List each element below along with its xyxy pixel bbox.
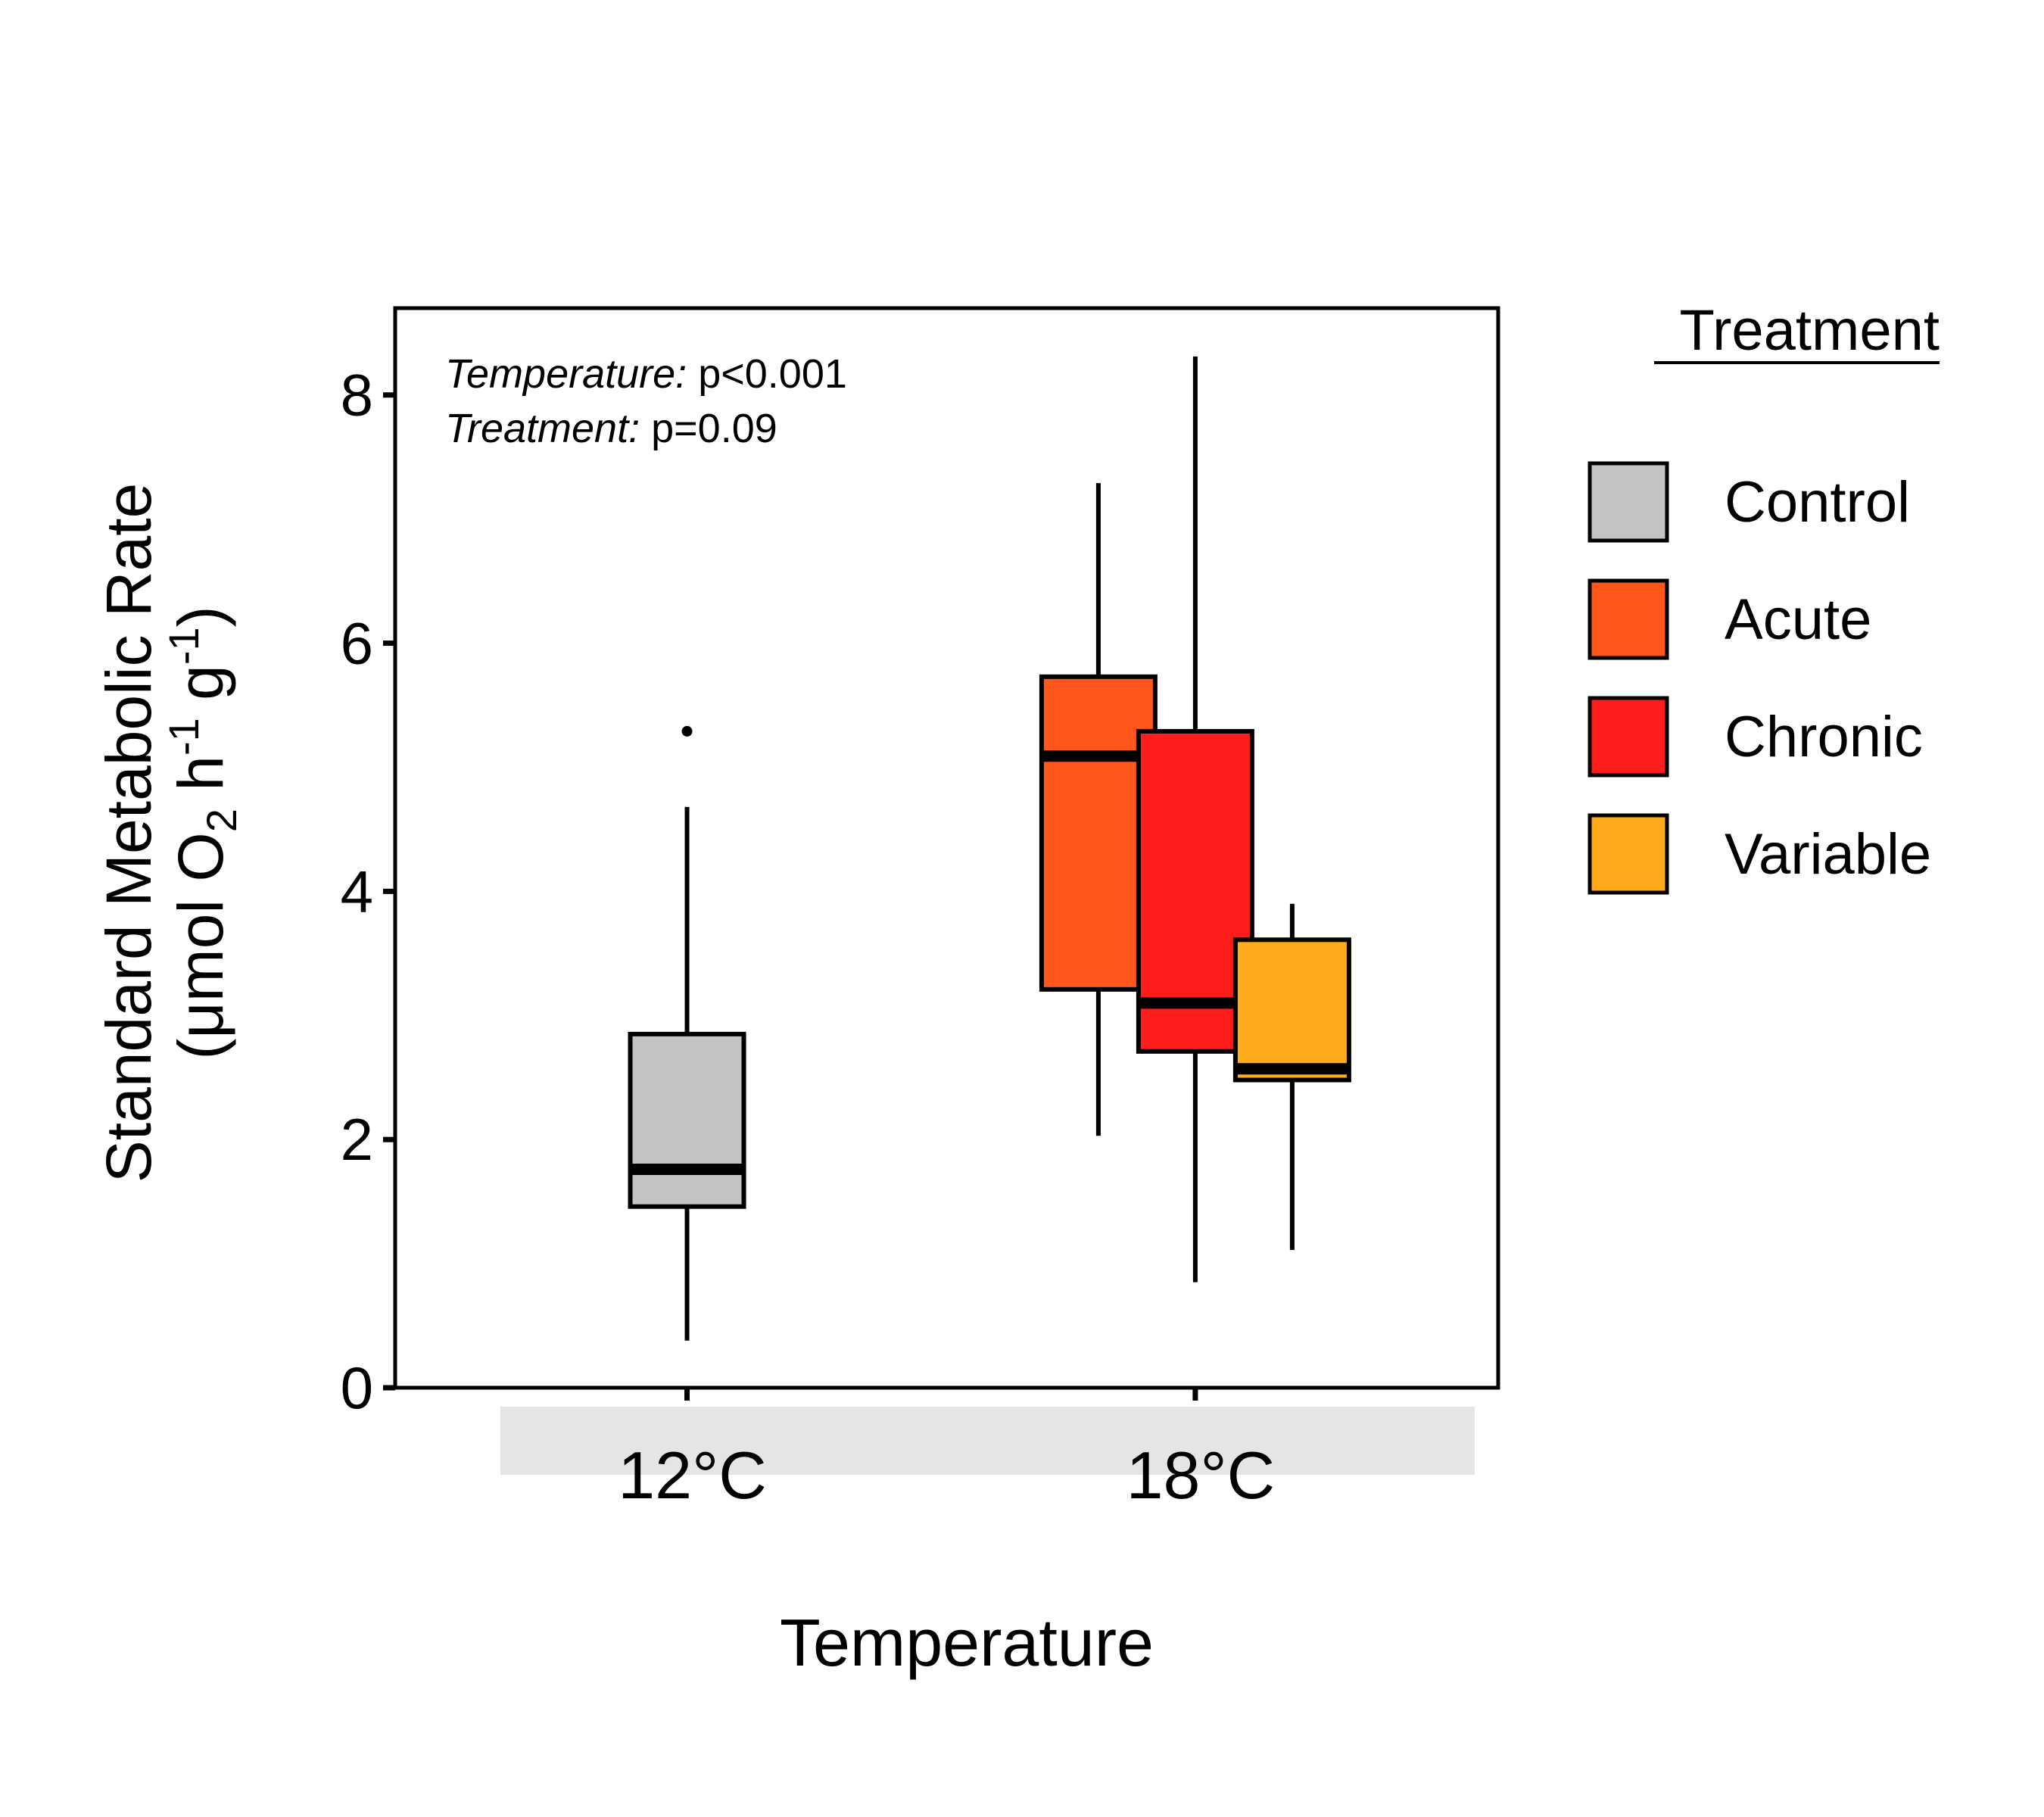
legend-label-chronic: Chronic [1725,705,1923,769]
annotation-temperature: Temperature: p<0.001 [445,351,847,397]
annotation-treatment: Treatment: p=0.09 [445,406,777,451]
y-tick-label: 8 [341,362,373,429]
x-tick-label: 18°C [1126,1438,1276,1513]
box-control [628,1031,746,1209]
legend-swatch-control [1588,461,1669,543]
legend-label-control: Control [1725,470,1910,535]
x-axis-label: Temperature [780,1605,1154,1680]
outlier-point-control [681,725,693,737]
y-tick-label: 6 [341,610,373,677]
y-axis-label-line2: (μmol O2 h-1 g-1) [160,606,245,1059]
legend-items: Control Acute Chronic Variable [1588,461,1931,895]
legend: Treatment Control Acute Chronic Variable [1588,298,1940,895]
x-tick-label: 12°C [618,1438,767,1513]
legend-swatch-variable [1588,813,1669,895]
axes: 0 2 4 6 8 12°C 18°C [341,362,1276,1513]
box-variable [1232,937,1351,1083]
legend-swatch-chronic [1588,696,1669,778]
legend-title: Treatment [1679,298,1940,363]
y-tick-label: 0 [341,1354,373,1421]
y-tick-label: 2 [341,1106,373,1173]
y-tick-label: 4 [341,858,373,924]
legend-label-acute: Acute [1725,587,1871,652]
legend-label-variable: Variable [1725,822,1931,887]
x-strip-background [500,1407,1475,1475]
plot-panel-border [393,306,1500,1390]
y-axis-label: Standard Metabolic Rate (μmol O2 h-1 g-1… [93,483,245,1183]
y-axis-label-line1: Standard Metabolic Rate [93,483,164,1183]
legend-swatch-acute [1588,578,1669,660]
chart-marks [628,356,1351,1341]
